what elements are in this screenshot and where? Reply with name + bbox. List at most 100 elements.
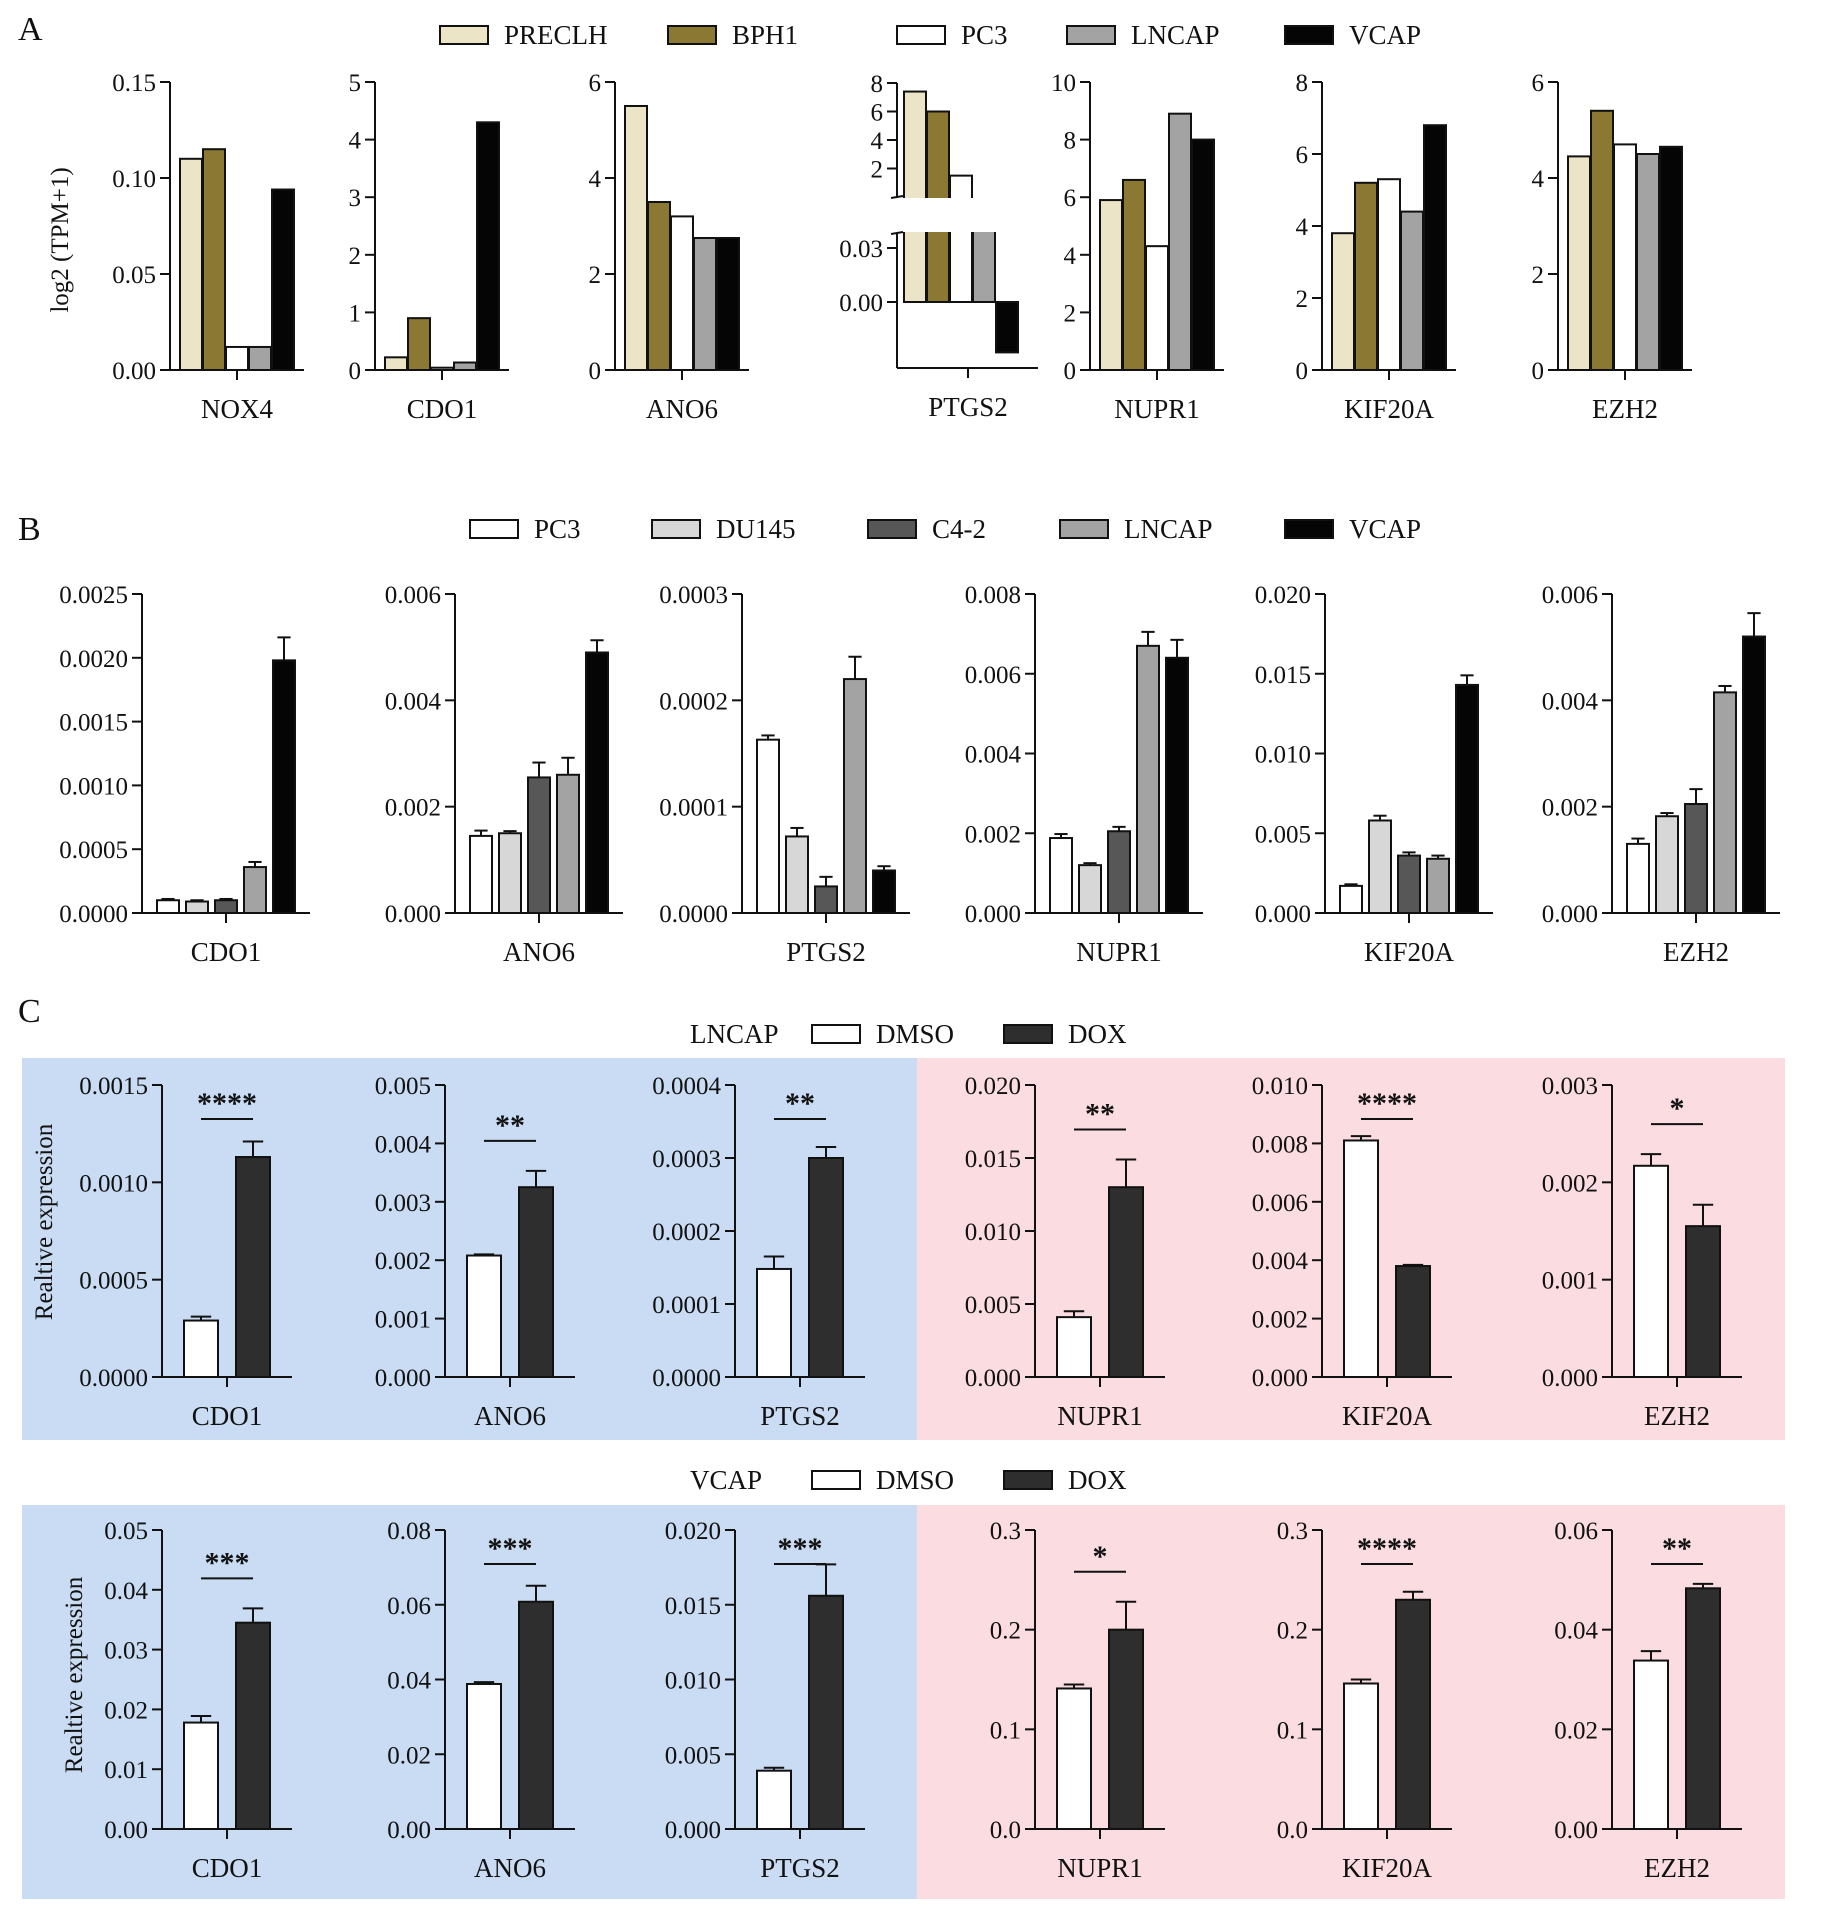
y-tick-label: 0.002	[965, 821, 1021, 848]
x-category-label: PTGS2	[786, 937, 866, 967]
x-category-label: KIF20A	[1342, 1853, 1433, 1883]
y-tick-label: 0.004	[965, 742, 1022, 769]
bar-bph1	[1590, 109, 1614, 372]
y-tick-label: 0.003	[1542, 1073, 1598, 1100]
y-tick-label: 0.008	[1252, 1131, 1308, 1158]
y-tick-label: 6	[1532, 70, 1545, 97]
significance-stars: ***	[488, 1532, 533, 1565]
y-tick-label: 0.00	[112, 358, 156, 385]
bar-pc3	[469, 834, 493, 914]
x-category-label: CDO1	[192, 1853, 263, 1883]
y-tick-label: 0.1	[990, 1717, 1021, 1744]
bar-lncap	[1426, 857, 1450, 915]
bar-dox	[808, 1594, 844, 1831]
legend-cell-line: VCAP	[690, 1465, 762, 1495]
bar-vcap	[1659, 145, 1683, 371]
y-tick-label: 0.002	[1542, 795, 1598, 822]
y-tick-label: 8	[1296, 70, 1309, 97]
axis-break-mark	[890, 195, 904, 199]
bar-vcap	[872, 869, 896, 915]
bar-dox	[1395, 1598, 1431, 1831]
x-category-label: KIF20A	[1364, 937, 1455, 967]
bar-bph1	[407, 317, 431, 372]
y-tick-label: 4	[589, 166, 602, 193]
y-tick-label: 0.0004	[652, 1073, 721, 1100]
y-tick-label: 0.006	[1252, 1190, 1308, 1217]
y-tick-label: 6	[1064, 185, 1077, 212]
y-tick-label: 0.0010	[59, 773, 128, 800]
y-tick-label: 0.08	[387, 1518, 431, 1545]
x-category-label: EZH2	[1592, 394, 1658, 424]
y-tick-label: 0.000	[1542, 901, 1598, 928]
bar-vcap	[1423, 124, 1447, 371]
bar-dox	[1108, 1186, 1144, 1378]
bar-pc3	[1145, 245, 1169, 371]
bar-pc3	[670, 215, 694, 371]
bar-c4-2	[527, 776, 551, 914]
significance-stars: ***	[778, 1532, 823, 1565]
bar-du145	[185, 900, 209, 914]
bar-dmso	[1343, 1682, 1379, 1831]
x-category-label: KIF20A	[1342, 1401, 1433, 1431]
bar-preclh	[624, 105, 648, 371]
bar-dmso	[1633, 1659, 1669, 1831]
bar-pc3	[225, 345, 249, 371]
legend-swatch	[896, 25, 946, 45]
bar-vcap	[1742, 635, 1766, 914]
legend-swatch	[439, 25, 489, 45]
y-tick-label: 0.2	[1277, 1618, 1308, 1645]
y-tick-label: 0.2	[990, 1618, 1021, 1645]
y-tick-label: 3	[349, 185, 362, 212]
panel-letter: C	[18, 993, 41, 1030]
panel-letter: A	[18, 11, 43, 48]
y-tick-label: 0.000	[665, 1817, 721, 1844]
y-tick-label: 0.05	[104, 1518, 148, 1545]
y-tick-label: 0	[349, 358, 362, 385]
legend-label: VCAP	[1349, 20, 1421, 50]
y-tick-label: 0	[1296, 358, 1309, 385]
y-tick-label: 0.03	[104, 1638, 148, 1665]
y-tick-label: 8	[1064, 128, 1077, 155]
bar-dmso	[756, 1267, 792, 1378]
y-tick-label: 0.004	[1542, 688, 1599, 715]
bar-dox	[235, 1621, 271, 1830]
bar-lncap	[972, 229, 996, 303]
y-tick-label: 2	[1064, 300, 1077, 327]
bar-c4-2	[1107, 830, 1131, 914]
significance-stars: **	[785, 1087, 815, 1120]
bar-lncap	[1400, 210, 1424, 371]
y-tick-label: 2	[1296, 286, 1309, 313]
bar-lncap	[453, 361, 477, 371]
bar-dox	[518, 1186, 554, 1378]
legend-label: DU145	[716, 514, 796, 544]
y-tick-label: 0.0020	[59, 646, 128, 673]
bar-lncap	[556, 773, 580, 914]
legend-swatch	[1284, 25, 1334, 45]
y-tick-label: 0.005	[375, 1073, 431, 1100]
axis-break-gap	[884, 198, 1044, 232]
bar-pc3	[430, 366, 454, 372]
significance-stars: ****	[1357, 1532, 1417, 1565]
x-category-label: ANO6	[474, 1401, 546, 1431]
legend-label: LNCAP	[1124, 514, 1213, 544]
y-tick-label: 0.02	[387, 1742, 431, 1769]
y-tick-label: 0.005	[665, 1742, 721, 1769]
y-tick-label: 0.000	[1255, 901, 1311, 928]
y-tick-label: 1	[349, 300, 362, 327]
y-tick-label: 0.1	[1277, 1717, 1308, 1744]
y-tick-label: 0.004	[1252, 1248, 1309, 1275]
bar-preclh	[384, 356, 408, 372]
y-tick-label: 0.000	[1252, 1365, 1308, 1392]
bar-pc3	[1049, 837, 1073, 914]
x-category-label: NUPR1	[1057, 1401, 1143, 1431]
bar-lncap	[243, 866, 267, 915]
y-tick-label: 0.020	[965, 1073, 1021, 1100]
y-tick-label: 0.000	[375, 1365, 431, 1392]
y-axis-title: Realtive expression	[31, 1123, 58, 1320]
bar-dox	[1395, 1265, 1431, 1379]
y-tick-label: 2	[871, 157, 884, 184]
y-tick-label: 0.15	[112, 70, 156, 97]
y-tick-label: 0.002	[1252, 1307, 1308, 1334]
bar-pc3	[1626, 842, 1650, 915]
y-tick-label: 0.000	[965, 901, 1021, 928]
